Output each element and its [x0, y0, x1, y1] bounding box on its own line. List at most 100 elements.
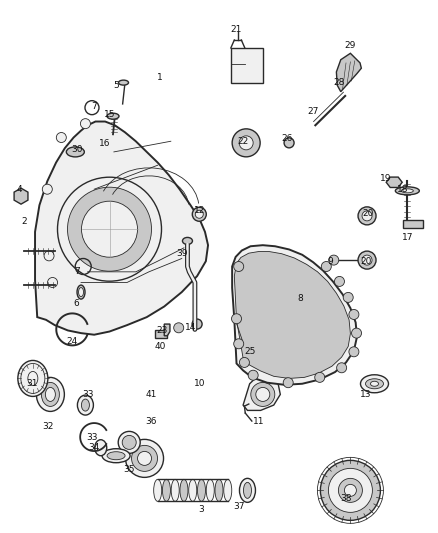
Circle shape	[248, 370, 258, 380]
Ellipse shape	[46, 387, 55, 401]
Circle shape	[329, 255, 339, 265]
Text: 30: 30	[71, 145, 82, 154]
Ellipse shape	[240, 478, 255, 503]
Text: 33: 33	[86, 433, 98, 441]
Circle shape	[57, 177, 162, 281]
Circle shape	[344, 484, 357, 496]
Text: 27: 27	[307, 108, 319, 116]
Text: 41: 41	[145, 390, 157, 399]
Text: 11: 11	[253, 417, 264, 425]
Circle shape	[328, 469, 372, 512]
Circle shape	[321, 461, 380, 520]
Circle shape	[358, 207, 376, 225]
Ellipse shape	[107, 451, 125, 460]
Text: 17: 17	[402, 233, 413, 241]
Circle shape	[239, 136, 253, 150]
Circle shape	[67, 187, 152, 271]
Text: 18: 18	[397, 185, 409, 193]
Text: 7: 7	[74, 268, 80, 276]
Text: 24: 24	[67, 337, 78, 345]
Circle shape	[234, 339, 244, 349]
Circle shape	[343, 293, 353, 302]
Ellipse shape	[122, 435, 136, 449]
Ellipse shape	[102, 449, 130, 463]
Ellipse shape	[154, 479, 162, 502]
Ellipse shape	[66, 147, 85, 157]
Ellipse shape	[118, 431, 140, 454]
Text: 28: 28	[334, 78, 345, 87]
Circle shape	[192, 207, 206, 221]
Text: 13: 13	[360, 390, 371, 399]
Circle shape	[48, 278, 57, 287]
Text: 38: 38	[340, 494, 352, 503]
Text: 34: 34	[88, 443, 100, 452]
Ellipse shape	[95, 440, 107, 456]
Circle shape	[240, 358, 249, 367]
Text: 12: 12	[194, 206, 205, 215]
Text: 9: 9	[328, 257, 334, 265]
Circle shape	[42, 184, 52, 194]
Circle shape	[349, 310, 359, 319]
Text: 31: 31	[26, 379, 37, 388]
Circle shape	[192, 319, 202, 329]
Ellipse shape	[171, 479, 179, 502]
Circle shape	[362, 255, 372, 265]
Text: 26: 26	[281, 134, 293, 143]
Ellipse shape	[28, 372, 38, 385]
Ellipse shape	[244, 482, 251, 498]
Ellipse shape	[396, 187, 419, 195]
Circle shape	[232, 314, 241, 324]
Text: 32: 32	[42, 422, 54, 431]
Text: 23: 23	[156, 326, 168, 335]
Ellipse shape	[36, 377, 64, 411]
Ellipse shape	[18, 360, 48, 397]
Text: 5: 5	[113, 81, 119, 90]
Text: 20: 20	[362, 209, 374, 217]
Circle shape	[81, 201, 138, 257]
Text: 7: 7	[91, 102, 97, 111]
Ellipse shape	[180, 479, 188, 502]
Circle shape	[315, 373, 325, 382]
Polygon shape	[35, 122, 208, 335]
Ellipse shape	[365, 379, 384, 389]
Circle shape	[44, 251, 54, 261]
Text: 2: 2	[21, 217, 27, 225]
Text: 3: 3	[198, 505, 205, 513]
Polygon shape	[164, 324, 170, 336]
Circle shape	[81, 119, 90, 128]
Circle shape	[256, 387, 270, 401]
Circle shape	[234, 262, 244, 271]
Circle shape	[283, 378, 293, 387]
Text: 39: 39	[176, 249, 187, 257]
Ellipse shape	[126, 439, 163, 478]
Circle shape	[362, 211, 372, 221]
Ellipse shape	[371, 381, 378, 386]
Text: 25: 25	[244, 348, 255, 356]
Polygon shape	[336, 53, 361, 92]
Text: 20: 20	[360, 257, 371, 265]
Circle shape	[335, 277, 344, 286]
Ellipse shape	[206, 479, 214, 502]
Polygon shape	[14, 188, 28, 204]
Ellipse shape	[131, 446, 158, 471]
Polygon shape	[386, 177, 402, 188]
Text: 33: 33	[82, 390, 93, 399]
Circle shape	[349, 347, 359, 357]
Ellipse shape	[41, 382, 60, 407]
Ellipse shape	[401, 189, 413, 193]
Polygon shape	[232, 245, 357, 385]
Text: 1: 1	[157, 73, 163, 82]
Ellipse shape	[78, 288, 84, 296]
Text: 21: 21	[231, 25, 242, 34]
Text: 40: 40	[154, 342, 166, 351]
Ellipse shape	[107, 113, 119, 119]
Bar	[403, 220, 423, 228]
Text: 15: 15	[104, 110, 115, 119]
Polygon shape	[234, 252, 350, 378]
Circle shape	[284, 138, 294, 148]
Ellipse shape	[138, 451, 152, 465]
Text: 22: 22	[237, 137, 249, 146]
Circle shape	[57, 133, 66, 142]
Ellipse shape	[189, 479, 197, 502]
Circle shape	[337, 363, 346, 373]
